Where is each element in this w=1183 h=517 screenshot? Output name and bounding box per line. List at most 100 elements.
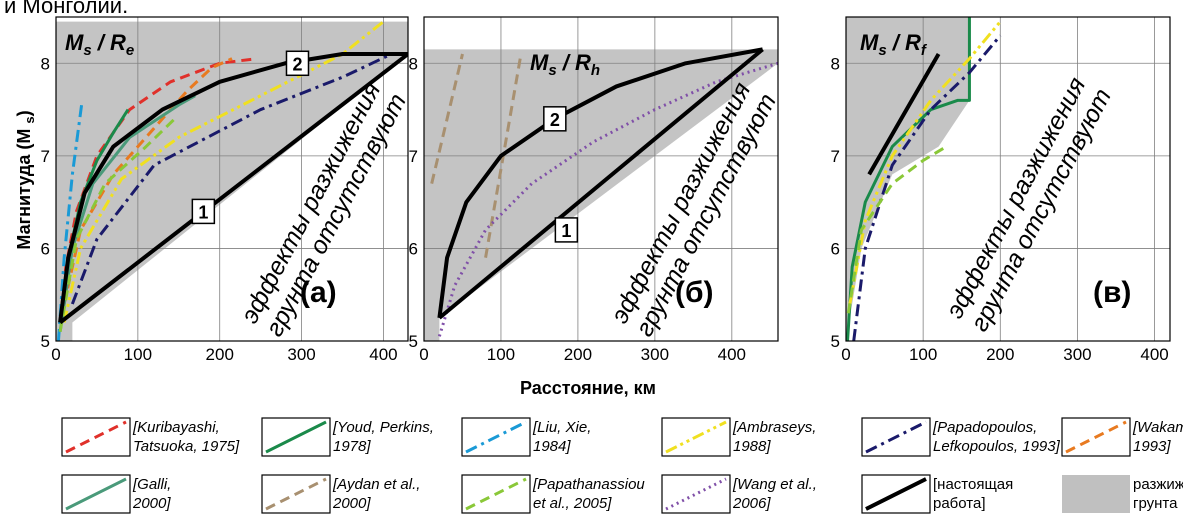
curve-label: 1: [561, 221, 571, 241]
legend-label: [Galli,: [132, 476, 171, 493]
series-line-3: [846, 145, 948, 314]
y-axis-label-close: ): [14, 110, 34, 116]
x-tick-label: 200: [206, 345, 234, 364]
liquefaction-zone: [846, 17, 970, 341]
legend-swatch-line: [865, 477, 927, 511]
legend-label: 2006]: [732, 495, 771, 512]
legend-swatch-box: [661, 474, 731, 514]
curve-label-box: [191, 198, 216, 225]
legend-swatch-line: [265, 477, 327, 511]
legend-swatch-line: [265, 420, 327, 454]
series-line-2: [852, 34, 1002, 341]
y-tick-label: 6: [831, 239, 840, 258]
x-tick-label: 400: [1140, 345, 1168, 364]
legend-item-0: [Kuribayashi, Tatsuoka, 1975]: [61, 417, 240, 457]
x-tick-label: 0: [841, 345, 850, 364]
legend-item-9: [Wang et al., 2006]: [661, 474, 817, 514]
curve-label-box: [543, 106, 567, 132]
legend-item-3: [Ambraseys, 1988]: [661, 417, 816, 457]
legend-label: разжижение: [1133, 476, 1183, 493]
panel-title: Ms / Rf: [860, 30, 928, 59]
curve-label-box: [285, 50, 310, 77]
legend-label: [Wang et al.,: [732, 476, 817, 493]
legend-label: [Wakamatsu,: [1132, 419, 1183, 436]
panel-letter: (б): [675, 276, 714, 309]
legend-label: 1993]: [1133, 438, 1171, 455]
y-tick-label: 8: [409, 54, 418, 73]
series-line-1: [848, 20, 1002, 305]
series-line-9: [58, 52, 408, 323]
x-tick-label: 0: [419, 345, 428, 364]
x-axis-label: Расстояние, км: [520, 378, 656, 398]
y-tick-label: 8: [41, 54, 50, 73]
legend-swatch-line: [65, 420, 127, 454]
y-tick-label: 6: [409, 239, 418, 258]
y-axis-label: Магнитуда (M s): [14, 110, 37, 249]
legend-swatch-line: [865, 420, 927, 454]
legend-label: 1978]: [333, 438, 371, 455]
legend-label: 1984]: [533, 438, 571, 455]
legend-label: et al., 2005]: [533, 495, 612, 512]
x-tick-label: 0: [51, 345, 60, 364]
plot-frame: [55, 16, 409, 342]
x-tick-label: 100: [124, 345, 152, 364]
y-tick-label: 6: [41, 239, 50, 258]
legend-label: грунта: [1133, 495, 1178, 512]
y-tick-label: 5: [41, 332, 50, 351]
legend-label: Tatsuoka, 1975]: [133, 438, 240, 455]
legend-label: [Aydan et al.,: [332, 476, 420, 493]
top-text: и Монголии.: [4, 0, 128, 18]
y-tick-label: 7: [831, 147, 840, 166]
panel-title: Ms / Rh: [530, 50, 600, 79]
series-line-7: [58, 117, 176, 333]
legend-item-7: [Aydan et al., 2000]: [261, 474, 420, 514]
legend-swatch: [1062, 475, 1130, 513]
y-tick-label: 5: [831, 332, 840, 351]
legend-item-4: [Papadopoulos, Lefkopoulos, 1993]: [861, 417, 1061, 457]
legend-item-11: разжижение грунта: [1062, 475, 1183, 513]
panel-letter: (в): [1093, 276, 1131, 309]
legend-swatch-line: [465, 477, 527, 511]
y-tick-label: 5: [409, 332, 418, 351]
legend-label: Lefkopoulos, 1993]: [933, 438, 1061, 455]
legend-label: 2000]: [332, 495, 371, 512]
y-axis-label-sub: s: [22, 116, 37, 123]
panel-letter: (а): [300, 276, 337, 309]
plot-frame: [845, 16, 1171, 342]
legend-swatch-line: [1065, 420, 1127, 454]
legend-label: 2000]: [132, 495, 171, 512]
series-line-4: [70, 52, 393, 305]
y-axis-label-text: Магнитуда (M: [14, 129, 34, 250]
x-tick-label: 300: [641, 345, 669, 364]
panel-title: Ms / Re: [65, 30, 134, 59]
series-line-3: [438, 47, 764, 320]
legend: [Kuribayashi, Tatsuoka, 1975] [Youd, Perki…: [61, 417, 1183, 514]
legend-item-8: [Papathanassiou et al., 2005]: [461, 474, 645, 514]
legend-label: [настоящая: [933, 476, 1013, 493]
legend-swatch-line: [665, 477, 727, 511]
legend-label: работа]: [933, 495, 986, 512]
y-tick-label: 7: [409, 147, 418, 166]
legend-item-6: [Galli, 2000]: [61, 474, 171, 514]
legend-item-10: [настоящая работа]: [861, 474, 1013, 514]
legend-label: 1988]: [733, 438, 771, 455]
legend-swatch-line: [665, 420, 727, 454]
curve-label: 1: [198, 202, 208, 222]
legend-swatch-line: [465, 420, 527, 454]
y-tick-label: 7: [41, 147, 50, 166]
legend-label: [Papadopoulos,: [932, 419, 1037, 436]
x-tick-label: 400: [718, 345, 746, 364]
panel-3: 0 100 200 300 400 5 6 7 8 Ms / Rf эффекты разжижен…: [831, 16, 1171, 364]
series-line-4: [437, 47, 763, 319]
legend-label: [Ambraseys,: [732, 419, 816, 436]
plot-frame: [423, 16, 779, 342]
legend-label: [Kuribayashi,: [132, 419, 220, 436]
x-tick-label: 100: [909, 345, 937, 364]
curve-label: 2: [550, 110, 560, 130]
curve-label: 2: [292, 54, 302, 74]
